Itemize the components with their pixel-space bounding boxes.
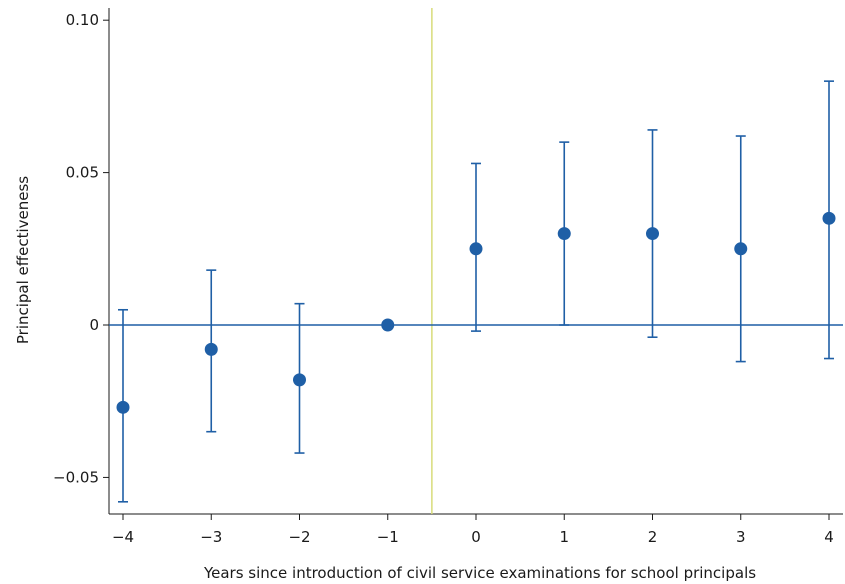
x-tick-label: 4 (824, 528, 834, 546)
data-point (557, 227, 571, 241)
data-point (734, 242, 748, 256)
axes: −0.05 0 0.05 0.10 −4 −3 −2 −1 0 1 2 3 4 (53, 8, 843, 546)
y-tick-label: 0.10 (66, 11, 99, 29)
x-axis-title: Years since introduction of civil servic… (203, 564, 756, 582)
x-tick-label: 0 (471, 528, 481, 546)
x-tick-label: 1 (559, 528, 569, 546)
error-bars (118, 80, 834, 503)
x-tick-label: 2 (648, 528, 658, 546)
data-point (293, 373, 306, 387)
y-tick-label: −0.05 (53, 468, 99, 486)
data-point (822, 211, 836, 225)
x-tick-label: −1 (377, 528, 399, 546)
data-point (646, 227, 659, 241)
data-point (116, 400, 130, 414)
axis-labels: Years since introduction of civil servic… (14, 176, 756, 582)
x-tick-label: −4 (112, 528, 134, 546)
x-tick-label: −2 (288, 528, 310, 546)
data-points (116, 211, 836, 414)
data-point (204, 342, 218, 356)
data-point (469, 242, 483, 256)
x-tick-label: −3 (200, 528, 222, 546)
x-tick-label: 3 (736, 528, 746, 546)
y-tick-label: 0.05 (66, 164, 99, 182)
y-tick-label: 0 (89, 316, 99, 334)
data-point (381, 318, 395, 332)
y-axis-title: Principal effectiveness (14, 176, 32, 344)
